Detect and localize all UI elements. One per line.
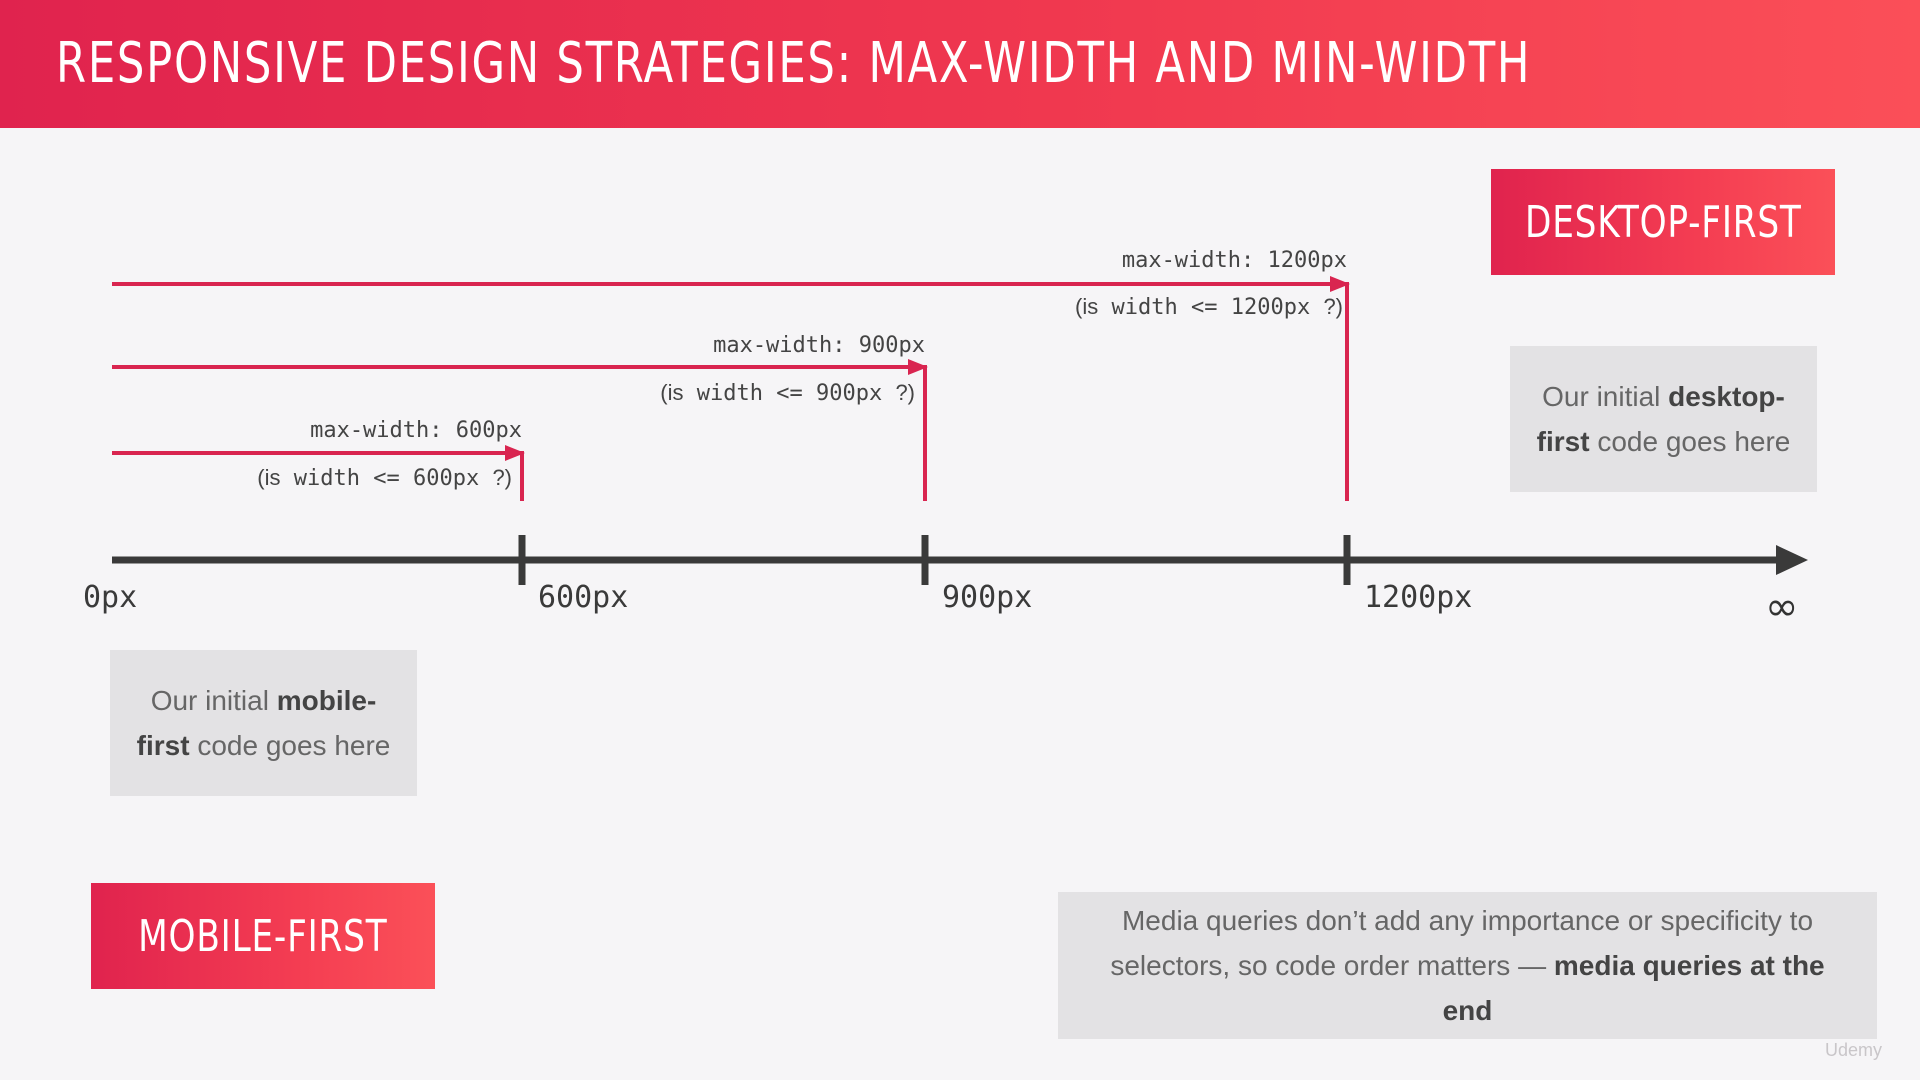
- condition-prefix: (is: [257, 465, 281, 490]
- header-bar: RESPONSIVE DESIGN STRATEGIES: MAX-WIDTH …: [0, 0, 1920, 128]
- axis-label-1200px: 1200px: [1364, 580, 1473, 615]
- infinity-symbol: ∞: [1765, 584, 1799, 630]
- note-emphasis: media queries at the end: [1442, 950, 1825, 1026]
- max-width-900-arrowhead: [908, 359, 928, 375]
- note-text: code goes here: [1589, 426, 1791, 457]
- desktop-first-label: DESKTOP-FIRST: [1524, 196, 1802, 248]
- max-width-900-condition: (is width <= 900px ?): [660, 380, 915, 406]
- note-emphasis: mobile-first: [136, 685, 377, 761]
- condition-suffix: ?): [492, 465, 512, 490]
- condition-prefix: (is: [1075, 294, 1099, 319]
- max-width-900-label: max-width: 900px: [713, 333, 925, 358]
- mobile-first-note: Our initial mobile-first code goes here: [110, 650, 417, 796]
- desktop-first-note: Our initial desktop-first code goes here: [1510, 346, 1817, 492]
- max-width-600-label: max-width: 600px: [310, 418, 522, 443]
- max-width-1200-label: max-width: 1200px: [1121, 248, 1347, 273]
- media-query-order-note: Media queries don’t add any importance o…: [1058, 892, 1877, 1039]
- condition-expression: width <= 1200px: [1098, 295, 1324, 320]
- condition-suffix: ?): [895, 380, 915, 405]
- max-width-600-arrowhead: [505, 445, 525, 461]
- note-text: Our initial: [1542, 381, 1669, 412]
- desktop-first-tag: DESKTOP-FIRST: [1491, 169, 1835, 275]
- max-width-1200-condition: (is width <= 1200px ?): [1075, 294, 1343, 320]
- note-emphasis: desktop-first: [1536, 381, 1785, 457]
- slide-title: RESPONSIVE DESIGN STRATEGIES: MAX-WIDTH …: [56, 31, 1532, 96]
- condition-expression: width <= 600px: [280, 466, 493, 491]
- udemy-watermark: Udemy: [1824, 1040, 1882, 1060]
- axis-label-0px: 0px: [83, 580, 138, 615]
- note-text: Media queries don’t add any importance o…: [1110, 905, 1814, 981]
- max-width-1200-arrowhead: [1330, 276, 1350, 292]
- note-text: code goes here: [189, 730, 391, 761]
- note-text: Our initial: [150, 685, 277, 716]
- condition-suffix: ?): [1323, 294, 1343, 319]
- width-axis-arrowhead: [1776, 545, 1808, 575]
- axis-label-600px: 600px: [538, 580, 629, 615]
- condition-expression: width <= 900px: [683, 381, 896, 406]
- mobile-first-tag: MOBILE-FIRST: [91, 883, 435, 989]
- axis-label-900px: 900px: [942, 580, 1033, 615]
- mobile-first-label: MOBILE-FIRST: [138, 910, 388, 962]
- max-width-600-condition: (is width <= 600px ?): [257, 465, 512, 491]
- condition-prefix: (is: [660, 380, 684, 405]
